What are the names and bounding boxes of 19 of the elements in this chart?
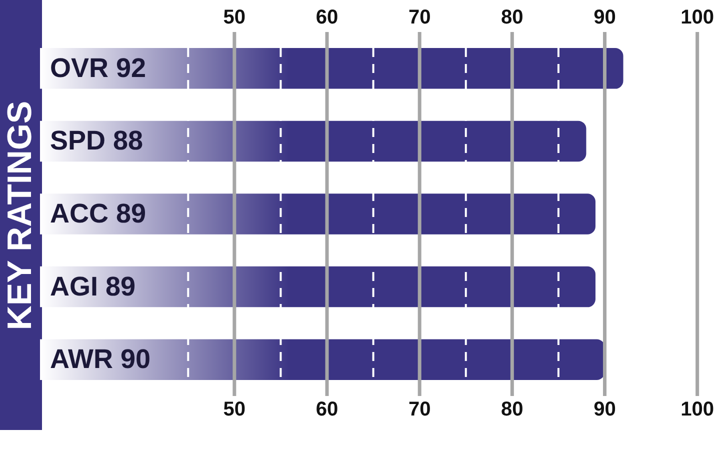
x2-tick-label: 60 xyxy=(316,398,338,421)
x2-tick-label: 80 xyxy=(501,398,524,421)
x2-tick-label: 70 xyxy=(408,398,431,421)
x2-tick-label: 90 xyxy=(594,398,616,421)
y-axis-title: KEY RATINGS xyxy=(2,100,40,330)
y-tick-label: ACC 89 xyxy=(50,198,146,228)
y-tick-label: AWR 90 xyxy=(50,344,151,374)
y-tick-label: OVR 92 xyxy=(50,52,146,83)
y-tick-label: AGI 89 xyxy=(50,271,136,302)
x-tick-label: 60 xyxy=(316,6,338,29)
x2-tick-label: 100 xyxy=(680,398,714,421)
x2-tick-label: 50 xyxy=(223,398,246,421)
x-tick-label: 90 xyxy=(594,6,616,29)
x-tick-label: 50 xyxy=(223,6,246,29)
label-panel: KEY RATINGS xyxy=(0,0,42,430)
x-tick-label: 100 xyxy=(680,6,714,29)
x-tick-label: 80 xyxy=(501,6,524,29)
x-tick-label: 70 xyxy=(408,6,431,29)
y-tick-label: SPD 88 xyxy=(50,126,144,156)
